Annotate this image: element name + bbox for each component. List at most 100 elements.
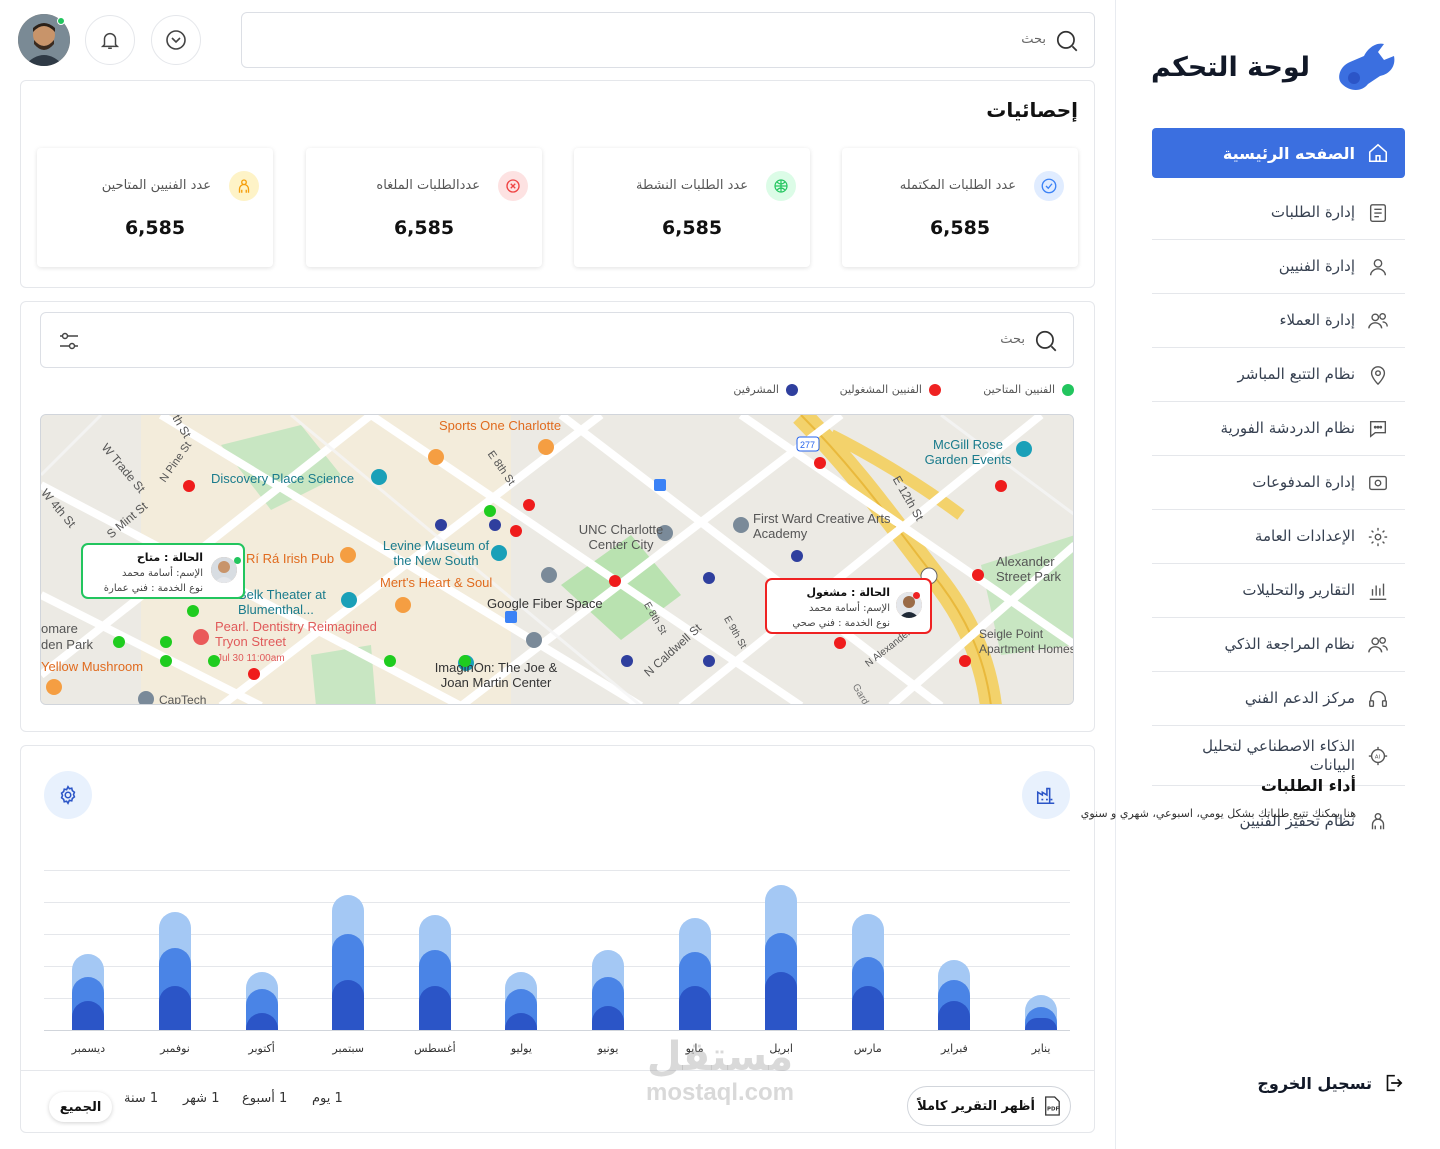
bar-segment[interactable] [1025, 1018, 1057, 1030]
available-technician-marker[interactable] [187, 605, 199, 617]
nav-customers[interactable]: إدارة العملاء [1152, 294, 1405, 348]
notifications-button[interactable] [85, 15, 135, 65]
full-report-button[interactable]: أظهر التقرير كاملاً PDF [907, 1086, 1071, 1126]
nav-reports[interactable]: التقارير والتحليلات [1152, 564, 1405, 618]
map-label: Seigle Point Apartment Homes [979, 627, 1074, 656]
supervisor-marker[interactable] [703, 655, 715, 667]
stat-card-cancelled[interactable]: عددالطلبات الملغاه 6,585 [306, 148, 542, 267]
stat-value: 6,585 [929, 217, 991, 239]
stat-label: عدد الطلبات المكتمله [899, 178, 1016, 193]
bar-segment[interactable] [332, 979, 365, 1030]
nav-live-tracking[interactable]: نظام التتبع المباشر [1152, 348, 1405, 402]
stat-card-completed[interactable]: عدد الطلبات المكتمله 6,585 [842, 148, 1078, 267]
legend-label: المشرفين [733, 383, 779, 396]
users-icon [1368, 312, 1388, 328]
top-search-input[interactable]: بحث [241, 12, 1095, 68]
filter-sliders-icon[interactable] [57, 329, 81, 353]
filter-year[interactable]: 1 سنة [124, 1091, 159, 1106]
nav-live-chat[interactable]: نظام الدردشة الفورية [1152, 402, 1405, 456]
available-technician-marker[interactable] [384, 655, 396, 667]
busy-technician-marker[interactable] [972, 569, 984, 581]
nav-motivation[interactable]: نظام تحفيز الفنيين [1152, 794, 1405, 848]
watermark-arabic: مستقل [646, 1034, 794, 1080]
busy-technician-marker[interactable] [248, 668, 260, 680]
available-technician-marker[interactable] [484, 505, 496, 517]
busy-technician-marker[interactable] [814, 457, 826, 469]
stats-title: إحصائيات [986, 98, 1078, 122]
legend-supervisors: المشرفين [733, 383, 798, 396]
nav-settings[interactable]: الإعدادات العامة [1152, 510, 1405, 564]
busy-technician-marker[interactable] [995, 480, 1007, 492]
watermark-url: mostaql.com [645, 1079, 795, 1106]
map-search-input[interactable]: بحث [40, 312, 1074, 368]
busy-technician-marker[interactable] [834, 637, 846, 649]
chart-settings-button[interactable] [44, 771, 92, 819]
performance-panel [20, 745, 1095, 1133]
map-label: McGill Rose Garden Events [924, 437, 1012, 467]
x-axis [44, 1030, 1070, 1031]
nav-home[interactable]: الصفحه الرئيسية [1152, 128, 1405, 178]
month-tick-label: يونيو [597, 1042, 619, 1055]
bar-chart-icon [1369, 583, 1387, 600]
search-icon [1035, 330, 1057, 352]
tooltip-status: الحالة : متاح [136, 551, 203, 564]
svg-text:PDF: PDF [1047, 1107, 1059, 1113]
available-technician-marker[interactable] [113, 636, 125, 648]
bar-segment[interactable] [765, 971, 798, 1030]
legend-dot [786, 383, 798, 396]
chevron-down-circle-icon [166, 30, 186, 50]
map-label: First Ward Creative Arts Academy [753, 511, 891, 541]
stat-value: 6,585 [393, 217, 455, 239]
nav-ai-analytics[interactable]: الذكاء الاصطناعي لتحليل البيانات AI [1152, 726, 1405, 786]
busy-technician-marker[interactable] [959, 655, 971, 667]
gridline [44, 870, 1070, 871]
bar-segment[interactable] [678, 986, 711, 1030]
gear-icon [60, 785, 76, 805]
nav-technicians[interactable]: إدارة الفنيين [1152, 240, 1405, 294]
busy-technician-tooltip: الحالة : مشغول الإسم: أسامة محمد نوع الخ… [765, 578, 932, 634]
busy-technician-marker[interactable] [609, 575, 621, 587]
supervisor-marker[interactable] [703, 572, 715, 584]
bar-segment[interactable] [938, 1000, 971, 1030]
nav-payments[interactable]: إدارة المدفوعات [1152, 456, 1405, 510]
available-technician-marker[interactable] [208, 655, 220, 667]
filter-month[interactable]: 1 شهر [183, 1091, 220, 1106]
watermark: مستقل mostaql.com [630, 1035, 810, 1107]
live-map[interactable]: Sports One Charlotte Discovery Place Sci… [40, 414, 1074, 705]
nav-smart-review[interactable]: نظام المراجعة الذكي [1152, 618, 1405, 672]
bar-segment[interactable] [159, 986, 191, 1030]
supervisor-marker[interactable] [435, 519, 447, 531]
available-technician-tooltip: الحالة : متاح الإسم: أسامة محمد نوع الخد… [81, 543, 245, 599]
nav-support[interactable]: مركز الدعم الفني [1152, 672, 1405, 726]
available-technician-marker[interactable] [160, 636, 172, 648]
available-technician-marker[interactable] [459, 655, 471, 667]
performance-title: أداء الطلبات [1260, 776, 1356, 795]
available-technician-marker[interactable] [160, 655, 172, 667]
month-tick-label: ابريل [769, 1042, 793, 1055]
gridline [44, 998, 1070, 999]
bar-segment[interactable] [505, 1012, 538, 1030]
supervisor-marker[interactable] [791, 550, 803, 562]
supervisor-marker[interactable] [489, 519, 501, 531]
nav-orders[interactable]: إدارة الطلبات [1152, 186, 1405, 240]
busy-technician-marker[interactable] [183, 480, 195, 492]
bar-segment[interactable] [245, 1012, 278, 1030]
busy-technician-marker[interactable] [510, 525, 522, 537]
month-tick-label: مارس [853, 1042, 882, 1055]
nav-smart-review-label: نظام المراجعة الذكي [1224, 635, 1355, 653]
stat-card-available-technicians[interactable]: عدد الفنيين المتاحين 6,585 [37, 148, 273, 267]
bar-segment[interactable] [72, 1000, 105, 1030]
menu-dropdown-button[interactable] [151, 15, 201, 65]
filter-all[interactable]: الجميع [49, 1092, 112, 1122]
logout-button[interactable]: تسجيل الخروج [1257, 1072, 1404, 1094]
supervisor-marker[interactable] [621, 655, 633, 667]
bar-segment[interactable] [592, 1005, 624, 1030]
filter-week[interactable]: 1 أسبوع [242, 1091, 288, 1106]
bar-segment[interactable] [851, 986, 884, 1030]
bar-segment[interactable] [418, 986, 451, 1030]
filter-day[interactable]: 1 يوم [312, 1091, 343, 1106]
logout-icon [1386, 1074, 1403, 1092]
stat-card-active[interactable]: عدد الطلبات النشطة 6,585 [574, 148, 810, 267]
busy-technician-marker[interactable] [523, 499, 535, 511]
nav-orders-label: إدارة الطلبات [1270, 203, 1355, 221]
